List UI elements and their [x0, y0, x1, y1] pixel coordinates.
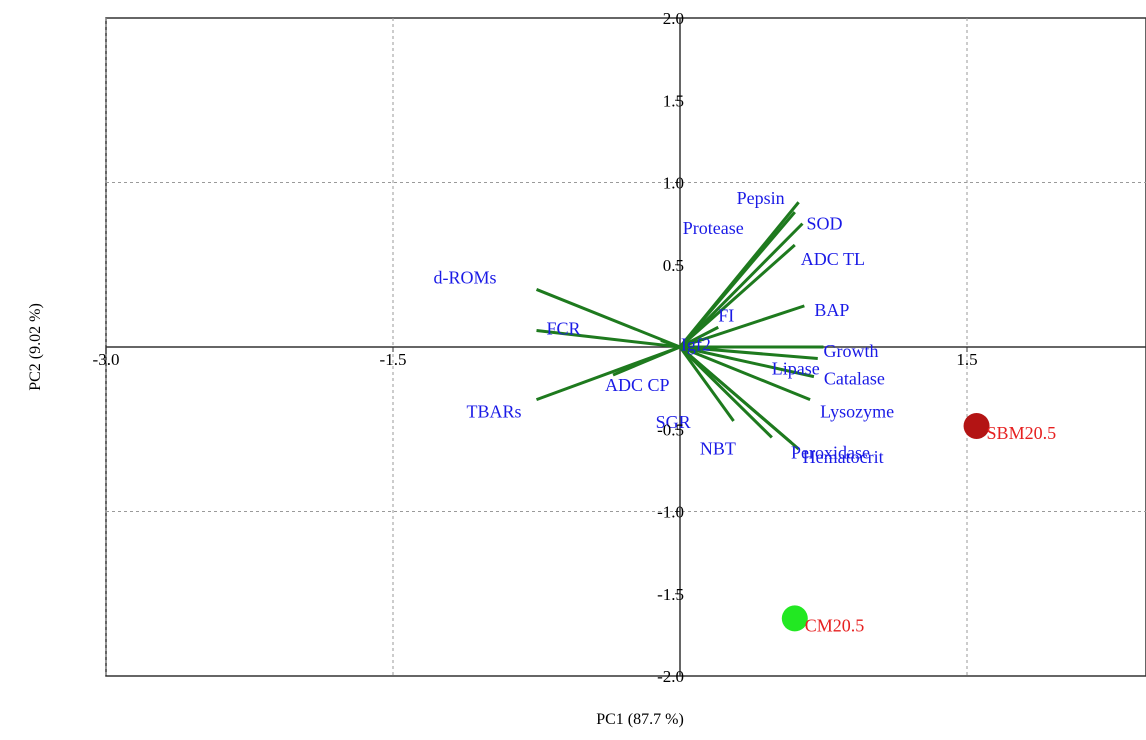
y-tick-label: -0.5: [657, 420, 684, 439]
loading-vector: [678, 346, 735, 422]
y-tick-label: 1.0: [663, 174, 684, 193]
y-axis-title: PC2 (9.02 %): [27, 303, 44, 391]
tick-labels: -6.0-4.5-3.0-1.51.53.04.5-2.0-1.5-1.0-0.…: [93, 9, 978, 686]
x-tick-label: -1.5: [380, 350, 407, 369]
observation-point: [781, 605, 808, 632]
loading-label: BAP: [814, 300, 849, 320]
observation-label: SBM20.5: [987, 423, 1057, 443]
loading-vector: [679, 345, 811, 402]
y-tick-label: 2.0: [663, 9, 684, 28]
loading-label: Hematocrit: [803, 447, 884, 467]
loading-label: SGR: [656, 412, 691, 432]
x-tick-label: 1.5: [956, 350, 977, 369]
loading-label: FI: [718, 305, 734, 325]
loading-label: d-ROMs: [434, 267, 497, 287]
loading-vector: [612, 345, 681, 377]
observation-label: CM20.5: [805, 615, 865, 635]
point-labels: Pepsin Protease SOD ADC TL d-ROMs FI BAP FCR Igf…: [434, 188, 1057, 635]
loading-label: Catalase: [824, 369, 885, 389]
loading-label: Lysozyme: [820, 402, 894, 422]
loading-label: SOD: [806, 214, 842, 234]
y-tick-label: 0.5: [663, 256, 684, 275]
loading-vectors: [535, 201, 824, 451]
loading-vector: [660, 339, 681, 349]
loading-label: Igf2: [681, 334, 711, 354]
y-tick-label: 1.5: [663, 91, 684, 110]
loading-vector: [678, 222, 804, 349]
loading-label: Peroxidase: [791, 442, 870, 462]
loading-label: ADC CP: [605, 375, 670, 395]
loading-vector: [535, 288, 681, 349]
x-tick-label: -3.0: [93, 350, 120, 369]
y-tick-label: -1.0: [657, 503, 684, 522]
loading-vector: [679, 243, 796, 349]
loading-vector: [679, 304, 805, 349]
observation-points: [781, 412, 990, 632]
loading-label: Protease: [683, 218, 744, 238]
loading-vector: [679, 345, 800, 451]
y-tick-label: -2.0: [657, 667, 684, 686]
loading-label: ADC TL: [801, 249, 865, 269]
loading-vector: [536, 329, 681, 349]
loading-label: NBT: [700, 438, 736, 458]
loading-label: Lipase: [772, 359, 820, 379]
observation-point: [963, 412, 990, 439]
y-tick-label: -1.5: [657, 585, 684, 604]
loading-label: Growth: [823, 341, 878, 361]
loading-vector: [678, 211, 796, 348]
loading-label: Pepsin: [737, 188, 785, 208]
x-axis-title: PC1 (87.7 %): [596, 711, 684, 728]
loading-vector: [679, 345, 818, 361]
loading-vector: [679, 345, 815, 379]
loading-label: FCR: [547, 319, 581, 339]
loading-label: TBARs: [467, 402, 522, 422]
grid-lines: [105, 18, 1146, 676]
